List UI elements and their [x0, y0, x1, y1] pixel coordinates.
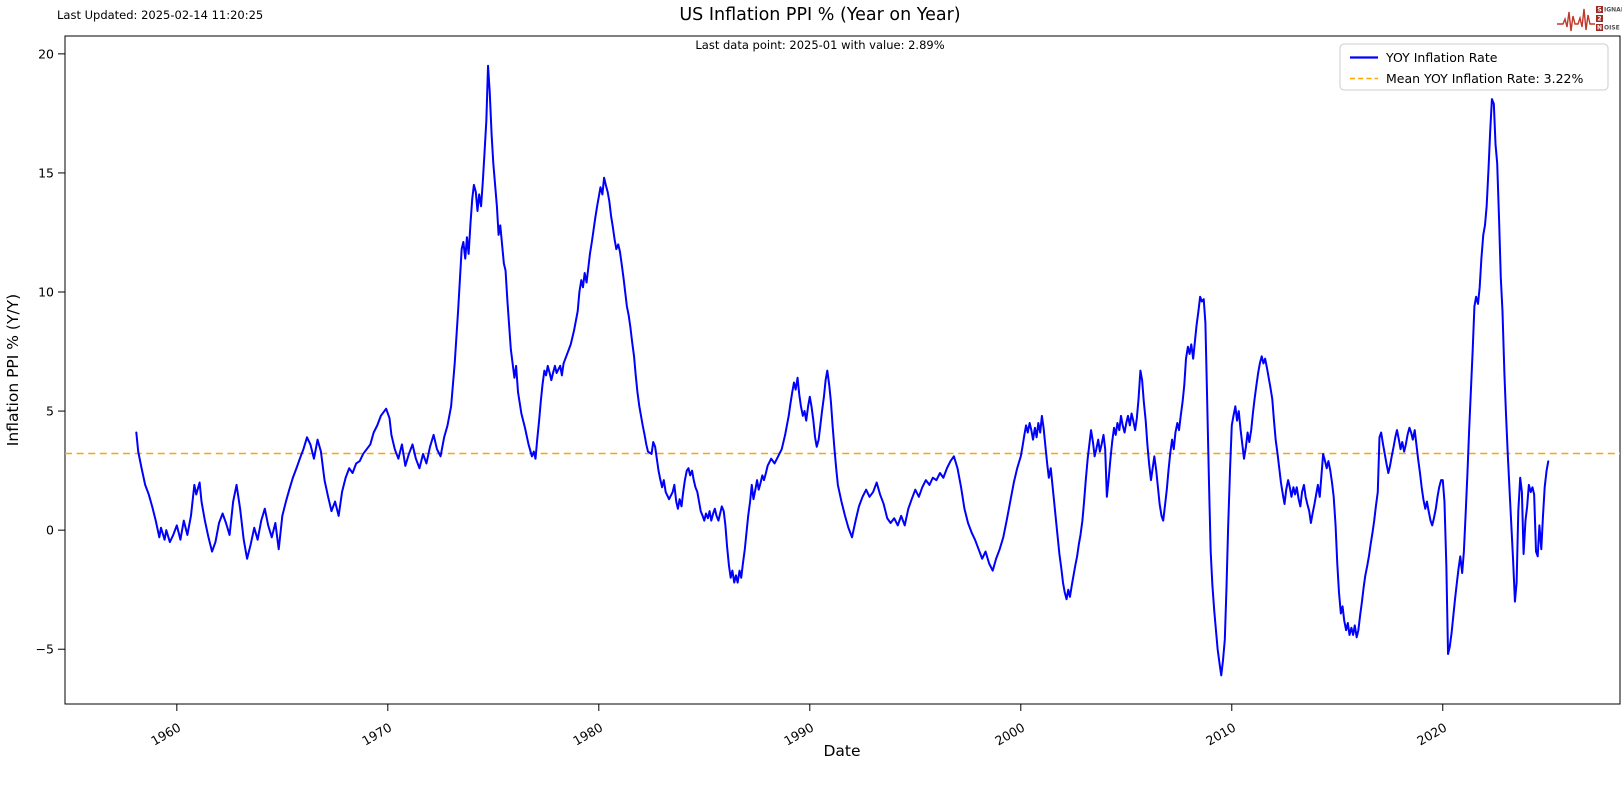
y-tick-label: 20	[38, 46, 54, 61]
logo-badge-n-letter: N	[1597, 25, 1602, 32]
signal2noise-logo: S IGNAL 2 N OISE	[1557, 6, 1622, 32]
last-updated-text: Last Updated: 2025-02-14 11:20:25	[57, 8, 264, 22]
x-tick-label: 2000	[992, 720, 1027, 749]
x-tick-label: 1990	[781, 720, 816, 749]
x-axis-label: Date	[823, 742, 860, 760]
logo-badge-s	[1596, 6, 1603, 13]
logo-word-noise: OISE	[1604, 25, 1620, 32]
heartbeat-waveform-icon	[1557, 8, 1595, 32]
plot-area	[64, 35, 1621, 705]
x-tick-label: 2020	[1414, 720, 1449, 749]
y-tick-label: 15	[38, 165, 54, 180]
y-tick-label: −5	[36, 642, 54, 657]
x-tick-label: 1980	[570, 720, 605, 749]
y-tick-label: 0	[46, 523, 54, 538]
chart-subtitle: Last data point: 2025-01 with value: 2.8…	[695, 38, 945, 52]
legend-box	[1339, 43, 1609, 91]
logo-badge-2	[1596, 15, 1603, 22]
x-tick-label: 1970	[359, 720, 394, 749]
page-title: US Inflation PPI % (Year on Year)	[679, 5, 961, 25]
logo-badge-n	[1596, 24, 1603, 31]
x-tick-label: 2010	[1203, 720, 1238, 749]
y-axis-label: Inflation PPI % (Y/Y)	[4, 294, 22, 446]
logo-badge-2-digit: 2	[1597, 16, 1601, 23]
yoy-inflation-line-path	[135, 64, 1550, 677]
data-series	[65, 64, 1620, 677]
logo-word-signal: IGNAL	[1604, 7, 1622, 14]
y-tick-label: 10	[38, 285, 54, 300]
legend-entry-yoy: YOY Inflation Rate	[1385, 50, 1498, 65]
y-tick-label: 5	[46, 404, 54, 419]
legend-entry-mean: Mean YOY Inflation Rate: 3.22%	[1386, 71, 1583, 86]
logo-badge-s-letter: S	[1597, 7, 1601, 14]
legend: YOY Inflation Rate Mean YOY Inflation Ra…	[1339, 43, 1609, 91]
x-tick-label: 1960	[148, 720, 183, 749]
